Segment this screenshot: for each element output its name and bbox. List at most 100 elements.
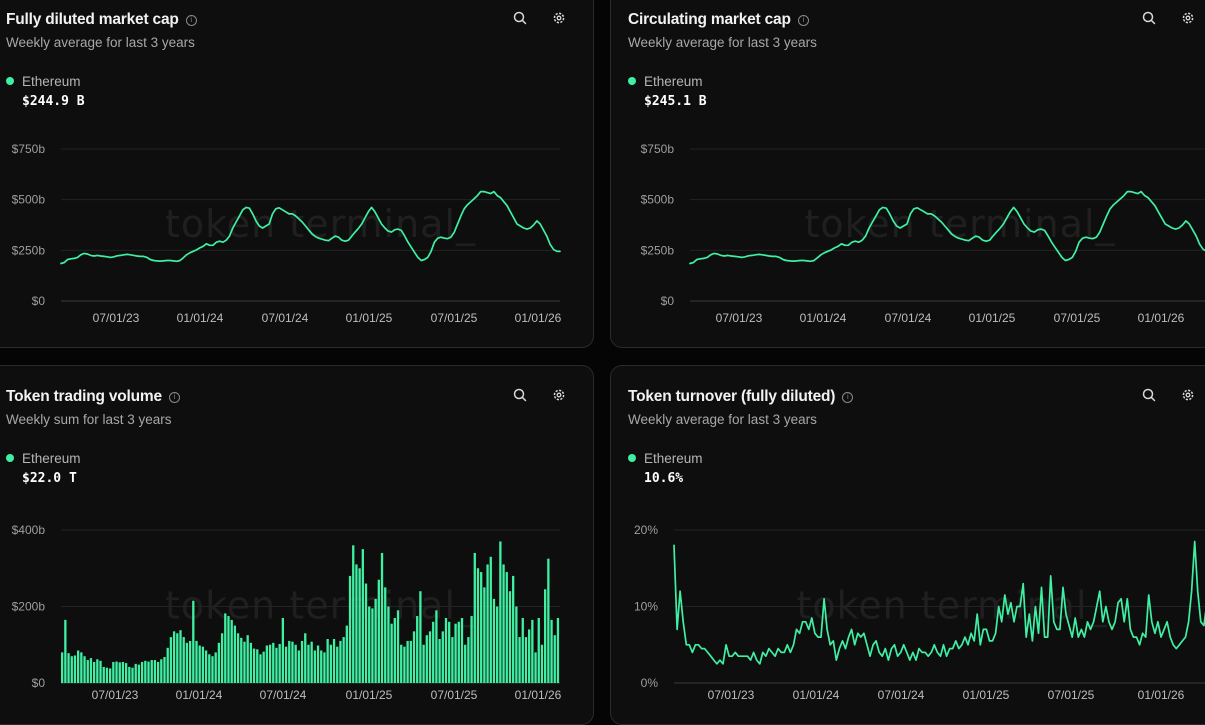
bar <box>444 617 448 683</box>
x-tick-label: 01/01/26 <box>515 688 562 702</box>
bar <box>467 637 470 683</box>
bar <box>358 568 361 683</box>
bar <box>92 661 96 683</box>
bar <box>201 646 205 683</box>
bar <box>380 552 384 683</box>
bar <box>262 651 265 683</box>
legend-label: Ethereum <box>644 451 703 466</box>
bar <box>476 568 480 683</box>
bar <box>364 583 368 683</box>
y-tick-label: 0% <box>641 676 659 690</box>
bar <box>438 639 441 683</box>
gear-icon[interactable] <box>550 386 568 404</box>
bar <box>80 652 83 683</box>
bar <box>441 631 444 683</box>
bar <box>67 653 70 683</box>
bar <box>124 663 128 683</box>
line-chart: token terminal_ 0% 10% 20% 07/01/23 01/01/24 0… <box>634 523 1205 702</box>
legend-item[interactable]: Ethereum <box>6 74 81 89</box>
bar <box>137 664 141 683</box>
x-tick-label: 01/01/25 <box>346 688 393 702</box>
bar <box>131 667 134 683</box>
bar <box>272 642 275 683</box>
bar <box>348 575 352 683</box>
bar <box>73 655 77 683</box>
bar <box>534 652 537 683</box>
bar <box>419 591 422 683</box>
search-icon[interactable] <box>511 386 529 404</box>
chart-subtitle: Weekly sum for last 3 years <box>6 412 172 427</box>
bar <box>198 645 201 683</box>
bar <box>214 652 217 683</box>
bar <box>432 621 435 683</box>
bar <box>169 637 173 683</box>
series-line <box>689 190 1205 265</box>
info-icon[interactable]: i <box>185 15 197 26</box>
bar <box>220 633 224 683</box>
bar <box>336 646 339 683</box>
bar <box>112 661 115 683</box>
current-value: $22.0 T <box>22 471 77 486</box>
bar <box>281 617 285 683</box>
legend-item[interactable]: Ethereum <box>6 451 81 466</box>
bar <box>403 646 406 683</box>
bar <box>361 549 364 683</box>
info-icon[interactable]: i <box>842 392 854 403</box>
bar <box>489 556 492 683</box>
bar <box>496 606 499 683</box>
y-tick-label: 20% <box>634 523 658 537</box>
bar <box>83 656 86 683</box>
info-icon[interactable]: i <box>168 392 180 403</box>
bar <box>326 639 329 683</box>
bar <box>428 631 432 683</box>
chart-title: Token turnover (fully diluted) i <box>628 388 854 406</box>
gear-icon[interactable] <box>550 9 568 27</box>
search-icon[interactable] <box>511 9 529 27</box>
gear-icon[interactable] <box>1179 9 1197 27</box>
chart-subtitle: Weekly average for last 3 years <box>628 35 817 50</box>
bar <box>118 662 121 683</box>
bar <box>412 631 416 683</box>
bar <box>454 623 457 683</box>
gear-icon[interactable] <box>1179 386 1197 404</box>
bar <box>515 606 518 683</box>
bar <box>284 646 288 683</box>
bar <box>176 633 179 683</box>
bar <box>150 660 153 683</box>
bar <box>144 660 147 683</box>
bar <box>182 637 185 683</box>
bar <box>64 619 67 683</box>
x-tick-label: 01/01/25 <box>346 311 393 325</box>
bar <box>249 642 253 683</box>
legend-item[interactable]: Ethereum <box>628 451 703 466</box>
bar <box>102 666 105 683</box>
chart-title: Circulating market cap i <box>628 11 809 29</box>
bar <box>211 656 214 683</box>
bar <box>227 616 230 683</box>
legend-dot <box>6 77 14 85</box>
bar <box>99 660 102 683</box>
y-tick-label: $250b <box>641 243 675 257</box>
y-tick-label: $0 <box>32 294 46 308</box>
bar <box>278 643 281 683</box>
search-icon[interactable] <box>1140 386 1158 404</box>
bar <box>425 635 428 683</box>
search-icon[interactable] <box>1140 9 1158 27</box>
bar <box>406 640 409 683</box>
bar <box>448 621 451 683</box>
y-tick-label: $500b <box>12 193 46 207</box>
bar <box>556 617 560 683</box>
bar <box>192 600 195 683</box>
info-icon[interactable]: i <box>797 15 809 26</box>
bar <box>134 663 137 683</box>
y-tick-label: $0 <box>32 676 46 690</box>
legend-item[interactable]: Ethereum <box>628 74 703 89</box>
bar <box>355 564 358 683</box>
bar <box>492 598 496 683</box>
chart-subtitle: Weekly average for last 3 years <box>6 35 195 50</box>
bar <box>374 598 377 683</box>
x-tick-label: 07/01/23 <box>716 311 763 325</box>
series-line <box>673 540 1205 665</box>
bar <box>524 637 528 683</box>
bar <box>531 619 534 683</box>
